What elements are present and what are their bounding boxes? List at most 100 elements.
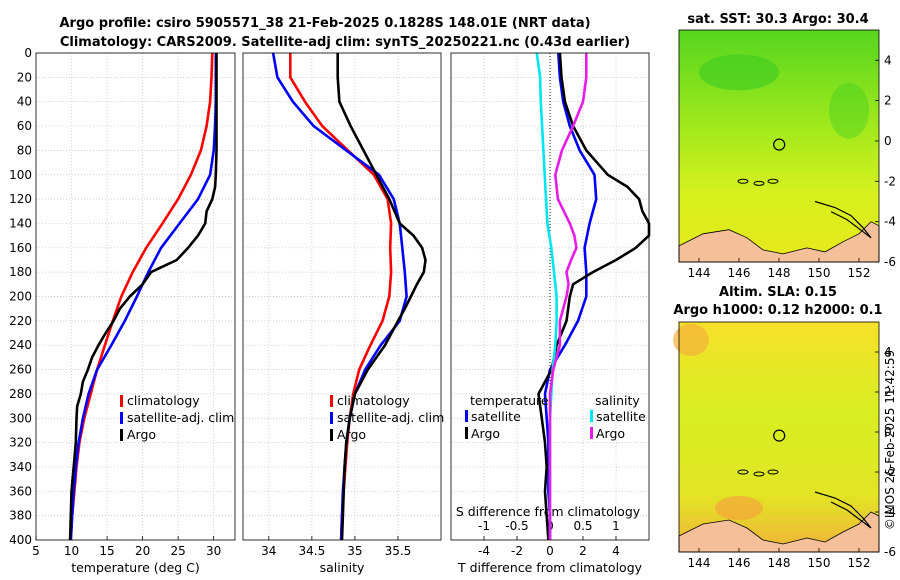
y-tick-label: 80 (17, 143, 32, 157)
lat-tick-label: 2 (884, 94, 892, 108)
legend-swatch-temp-satellite (465, 410, 468, 422)
salinity-profile-panel: 34 34.5 35 35.5 salinity (242, 52, 442, 575)
sla-map-subtitle: Argo h1000: 0.12 h2000: 0.1 (673, 303, 882, 318)
legend-swatch-sal-satellite (590, 410, 593, 422)
argo-line (336, 53, 427, 541)
lon-tick-label: 148 (768, 556, 791, 570)
salinity-legend: climatology satellite-adj. clim Argo (330, 393, 444, 442)
y-tick-label: 60 (17, 119, 32, 133)
salinity-argo-diff-line (548, 53, 588, 540)
legend-swatch-climatology (120, 395, 123, 407)
lat-tick-label: 2 (884, 385, 892, 399)
temperature-legend: climatology satellite-adj. clim Argo (120, 393, 234, 442)
argo-location-marker (773, 138, 786, 151)
top-x-tick-label: 1 (612, 519, 620, 533)
lat-tick-label: -6 (884, 255, 896, 269)
y-tick-label: 140 (9, 216, 32, 230)
lon-tick-label: 152 (848, 556, 871, 570)
warm-patch (699, 54, 779, 91)
island-outline (767, 469, 779, 475)
lon-tick-label: 150 (808, 556, 831, 570)
y-tick-label: 120 (9, 192, 32, 206)
warm-patch (829, 82, 869, 139)
new-ireland-coast (814, 200, 872, 239)
lat-tick-label: -2 (884, 465, 896, 479)
high-sla-patch (715, 496, 763, 520)
sst-map-title: sat. SST: 30.3 Argo: 30.4 (687, 12, 868, 27)
lon-tick-label: 144 (688, 266, 711, 280)
x-axis-label: temperature (deg C) (71, 560, 200, 575)
x-tick-label: 0 (546, 544, 554, 558)
difference-profile-panel: -4 -2 0 2 4 T difference from climatology -1 -0… (450, 52, 651, 575)
y-tick-label: 20 (17, 70, 32, 84)
legend-label-climatology: climatology (127, 393, 200, 408)
y-tick-label: 200 (9, 290, 32, 304)
y-tick-label: 400 (9, 533, 32, 547)
x-tick-label: 34.5 (299, 544, 326, 558)
x-tick-label: 10 (64, 544, 79, 558)
plot-frame (35, 52, 236, 541)
high-sla-patch (673, 324, 709, 356)
x-tick-label: 30 (206, 544, 221, 558)
top-x-tick-label: 0.5 (573, 519, 592, 533)
temperature-argo-diff-line (537, 52, 651, 541)
sst-map-panel: sat. SST: 30.3 Argo: 30.4 144 146 148 150 152… (678, 12, 896, 280)
y-tick-label: 40 (17, 95, 32, 109)
x-tick-label: -2 (511, 544, 523, 558)
y-tick-label: 260 (9, 363, 32, 377)
top-x-tick-label: -0.5 (505, 519, 528, 533)
x-tick-label: 2 (579, 544, 587, 558)
lon-tick-label: 148 (768, 266, 791, 280)
legend-label-satellite-adj: satellite-adj. clim (337, 410, 444, 425)
y-tick-label: 160 (9, 241, 32, 255)
legend-swatch-satellite-adj (330, 412, 333, 424)
temperature-satellite-diff-line (543, 52, 598, 540)
legend-swatch-satellite-adj (120, 412, 123, 424)
lon-tick-label: 146 (728, 556, 751, 570)
lat-tick-label: 0 (884, 425, 892, 439)
lat-tick-label: -6 (884, 545, 896, 559)
legend-label-sal-satellite: satellite (596, 409, 646, 424)
lat-tick-label: 4 (884, 53, 892, 67)
island-outline (767, 178, 779, 184)
lon-tick-label: 150 (808, 266, 831, 280)
legend-label-argo: Argo (337, 427, 366, 442)
legend-label-temp-argo: Argo (471, 426, 500, 441)
legend-label-temp-satellite: satellite (471, 409, 521, 424)
satellite-adj-clim-line (69, 53, 218, 541)
map-field (679, 322, 879, 552)
legend-swatch-climatology (330, 395, 333, 407)
x-tick-label: 35.5 (385, 544, 412, 558)
difference-legend: temperature salinity satellite Argo sate… (465, 393, 646, 441)
figure-title-line2: Climatology: CARS2009. Satellite-adj cli… (60, 35, 630, 50)
imos-timestamp-watermark: ©IMOS 26-Feb-2025 11:42:59 (883, 350, 897, 530)
new-ireland-coast (814, 491, 872, 529)
y-tick-label: 240 (9, 338, 32, 352)
y-tick-label: 180 (9, 265, 32, 279)
y-tick-label: 300 (9, 411, 32, 425)
y-tick-label: 100 (9, 168, 32, 182)
legend-label-sal-argo: Argo (596, 426, 625, 441)
y-tick-label: 320 (9, 436, 32, 450)
x-tick-label: 34 (261, 544, 276, 558)
x-axis-label: salinity (320, 560, 365, 575)
argo-line (68, 53, 218, 541)
x-tick-label: 25 (171, 544, 186, 558)
x-tick-label: 5 (32, 544, 40, 558)
x-tick-label: 15 (99, 544, 114, 558)
x-tick-label: 35 (347, 544, 362, 558)
y-tick-label: 360 (9, 484, 32, 498)
x-tick-label: 4 (612, 544, 620, 558)
legend-header-temperature: temperature (470, 393, 549, 408)
x-axis-label: T difference from climatology (457, 560, 643, 575)
y-tick-label: 0 (24, 46, 32, 60)
legend-header-salinity: salinity (595, 393, 640, 408)
top-x-axis-label: S difference from climatology (456, 504, 641, 519)
lat-tick-label: 4 (884, 345, 892, 359)
argo-location-marker (773, 429, 786, 442)
legend-swatch-argo (330, 429, 333, 441)
sla-map-panel: Altim. SLA: 0.15 Argo h1000: 0.12 h2000: … (673, 285, 896, 570)
legend-swatch-sal-argo (590, 427, 593, 439)
plot-frame (242, 52, 442, 541)
